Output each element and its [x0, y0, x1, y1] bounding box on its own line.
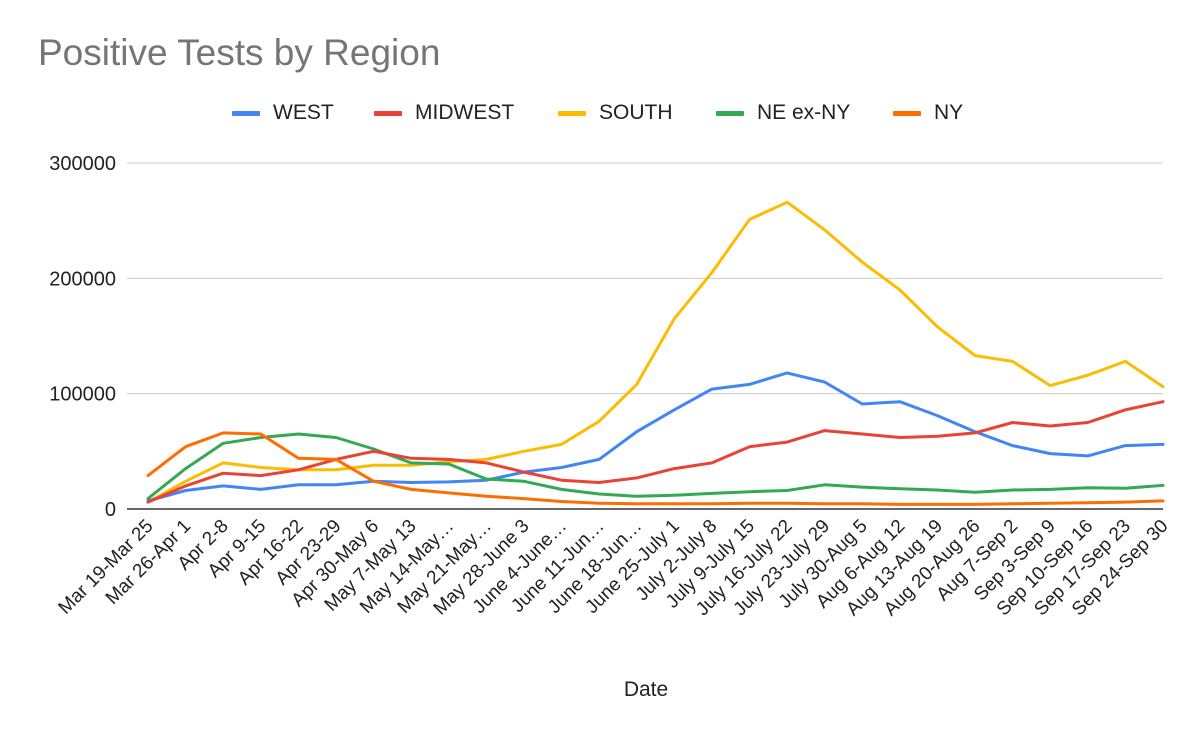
legend-item-ne-ex-ny[interactable]: NE ex-NY [716, 100, 850, 126]
y-tick-label: 200000 [49, 268, 116, 290]
y-tick-label: 300000 [49, 153, 116, 175]
chart-title: Positive Tests by Region [38, 32, 441, 73]
legend-item-south[interactable]: SOUTH [558, 100, 673, 126]
series-line-midwest[interactable] [146, 400, 1165, 504]
legend-swatch-ne-ex-ny [716, 110, 744, 116]
series-line-ne-ex-ny[interactable] [146, 432, 1165, 501]
series-line-ny[interactable] [146, 431, 1165, 506]
legend-label-ne-ex-ny: NE ex-NY [757, 101, 851, 124]
legend-label-ny: NY [934, 101, 964, 124]
series-line-west[interactable] [146, 371, 1165, 503]
legend: WEST MIDWEST SOUTH NE ex-NY NY [0, 100, 1200, 126]
legend-swatch-ny [893, 110, 921, 116]
legend-swatch-south [558, 110, 586, 116]
legend-item-midwest[interactable]: MIDWEST [374, 100, 514, 126]
gridlines [127, 162, 1163, 510]
series-lines [146, 200, 1165, 506]
y-tick-label: 0 [105, 499, 116, 521]
legend-swatch-midwest [374, 110, 402, 116]
x-axis-title: Date [623, 678, 669, 701]
legend-swatch-west [232, 110, 260, 116]
legend-item-ny[interactable]: NY [893, 100, 963, 126]
y-axis-ticks: 0 100000 200000 300000 [49, 153, 116, 521]
series-line-south[interactable] [146, 200, 1165, 504]
y-tick-label: 100000 [49, 384, 116, 406]
legend-label-south: SOUTH [599, 101, 673, 124]
legend-item-west[interactable]: WEST [232, 100, 334, 126]
legend-label-midwest: MIDWEST [415, 101, 515, 124]
legend-label-west: WEST [273, 101, 334, 124]
